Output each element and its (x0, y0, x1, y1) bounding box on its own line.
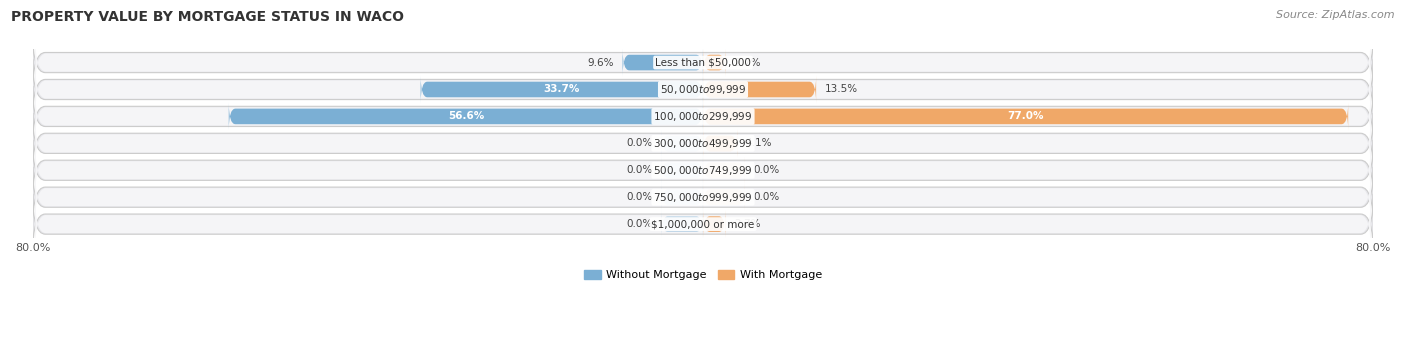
FancyBboxPatch shape (35, 63, 1371, 116)
Text: Less than $50,000: Less than $50,000 (655, 58, 751, 68)
FancyBboxPatch shape (32, 113, 1374, 174)
FancyBboxPatch shape (35, 36, 1371, 89)
Text: 13.5%: 13.5% (824, 85, 858, 94)
Text: $100,000 to $299,999: $100,000 to $299,999 (654, 110, 752, 123)
Text: 0.0%: 0.0% (627, 219, 652, 229)
Text: 0.0%: 0.0% (754, 165, 779, 175)
Text: 0.0%: 0.0% (627, 192, 652, 202)
FancyBboxPatch shape (35, 117, 1371, 169)
FancyBboxPatch shape (32, 59, 1374, 120)
Text: $50,000 to $99,999: $50,000 to $99,999 (659, 83, 747, 96)
Text: 4.1%: 4.1% (745, 138, 772, 148)
Text: 0.0%: 0.0% (627, 138, 652, 148)
FancyBboxPatch shape (661, 130, 703, 157)
FancyBboxPatch shape (703, 76, 815, 103)
FancyBboxPatch shape (623, 49, 703, 76)
FancyBboxPatch shape (661, 183, 703, 211)
Text: $500,000 to $749,999: $500,000 to $749,999 (654, 164, 752, 177)
FancyBboxPatch shape (420, 76, 703, 103)
FancyBboxPatch shape (703, 210, 725, 238)
FancyBboxPatch shape (35, 198, 1371, 250)
FancyBboxPatch shape (35, 144, 1371, 196)
FancyBboxPatch shape (32, 167, 1374, 227)
FancyBboxPatch shape (35, 171, 1371, 223)
FancyBboxPatch shape (35, 90, 1371, 143)
FancyBboxPatch shape (32, 86, 1374, 147)
FancyBboxPatch shape (32, 32, 1374, 93)
FancyBboxPatch shape (661, 157, 703, 184)
Text: 56.6%: 56.6% (447, 112, 484, 121)
Text: 77.0%: 77.0% (1007, 112, 1043, 121)
Legend: Without Mortgage, With Mortgage: Without Mortgage, With Mortgage (579, 265, 827, 285)
Text: $750,000 to $999,999: $750,000 to $999,999 (654, 191, 752, 204)
FancyBboxPatch shape (703, 130, 737, 157)
Text: $300,000 to $499,999: $300,000 to $499,999 (654, 137, 752, 150)
FancyBboxPatch shape (661, 210, 703, 238)
FancyBboxPatch shape (229, 103, 703, 130)
FancyBboxPatch shape (703, 157, 745, 184)
FancyBboxPatch shape (32, 140, 1374, 201)
FancyBboxPatch shape (703, 103, 1348, 130)
Text: PROPERTY VALUE BY MORTGAGE STATUS IN WACO: PROPERTY VALUE BY MORTGAGE STATUS IN WAC… (11, 10, 405, 24)
Text: 9.6%: 9.6% (588, 58, 614, 68)
FancyBboxPatch shape (703, 49, 725, 76)
Text: 33.7%: 33.7% (544, 85, 581, 94)
Text: 2.7%: 2.7% (734, 58, 761, 68)
Text: 0.0%: 0.0% (754, 192, 779, 202)
Text: 0.0%: 0.0% (627, 165, 652, 175)
Text: $1,000,000 or more: $1,000,000 or more (651, 219, 755, 229)
Text: 2.7%: 2.7% (734, 219, 761, 229)
FancyBboxPatch shape (703, 183, 745, 211)
FancyBboxPatch shape (32, 194, 1374, 254)
Text: Source: ZipAtlas.com: Source: ZipAtlas.com (1277, 10, 1395, 20)
